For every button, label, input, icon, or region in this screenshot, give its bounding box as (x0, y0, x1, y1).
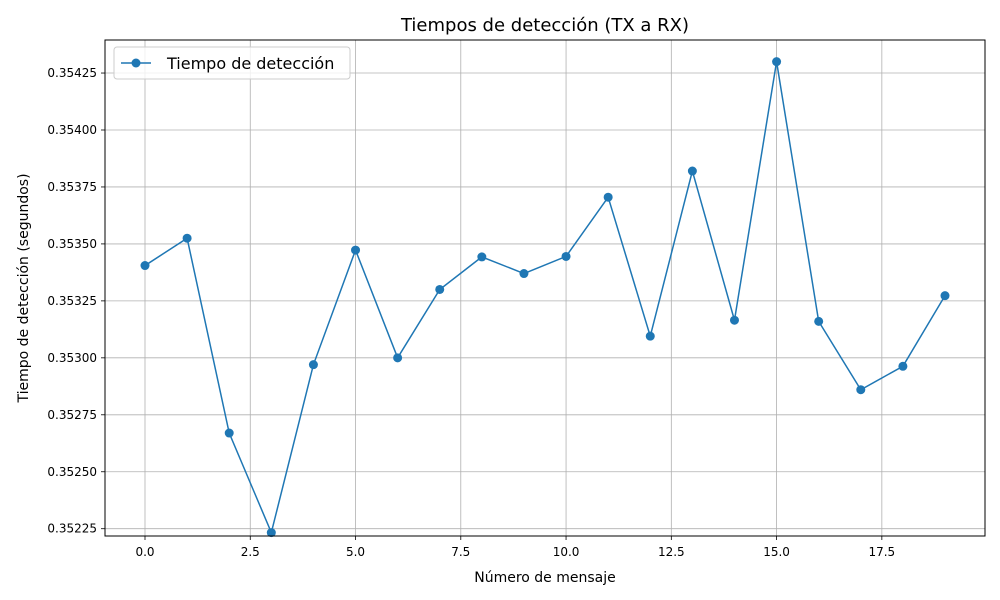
y-axis-title: Tiempo de detección (segundos) (16, 173, 32, 403)
data-point (814, 316, 824, 326)
data-point (687, 166, 697, 176)
data-point (224, 428, 234, 438)
legend-label: Tiempo de detección (166, 54, 334, 73)
x-tick-label: 15.0 (763, 545, 790, 559)
data-point (519, 269, 529, 279)
data-point (940, 291, 950, 301)
data-point (308, 360, 318, 370)
plot-frame (104, 39, 986, 537)
series-layer (140, 57, 950, 538)
data-point (266, 528, 276, 538)
data-point (477, 252, 487, 262)
y-tick-label: 0.35250 (47, 465, 97, 479)
legend-box (113, 46, 351, 80)
legend: Tiempo de detección (113, 46, 351, 80)
data-point (561, 251, 571, 261)
series-line (144, 61, 946, 535)
x-tick-label: 5.0 (346, 545, 365, 559)
y-tick-label: 0.35225 (47, 522, 97, 536)
data-point (856, 385, 866, 395)
data-point (729, 315, 739, 325)
data-point (772, 57, 782, 67)
x-tick-label: 12.5 (658, 545, 685, 559)
x-axis-title: Número de mensaje (474, 570, 616, 586)
y-tick-label: 0.35400 (47, 123, 97, 137)
data-point (603, 192, 613, 202)
x-tick-label: 0.0 (135, 545, 154, 559)
data-point (140, 261, 150, 271)
data-point (351, 245, 361, 255)
y-tick-label: 0.35325 (47, 294, 97, 308)
y-tick-label: 0.35275 (47, 408, 97, 422)
data-point (393, 353, 403, 363)
x-tick-label: 7.5 (451, 545, 470, 559)
x-tick-label: 2.5 (241, 545, 260, 559)
x-tick-label: 10.0 (553, 545, 580, 559)
y-tick-label: 0.35375 (47, 180, 97, 194)
chart-title: Tiempos de detección (TX a RX) (400, 15, 689, 36)
grid-lines (105, 40, 985, 536)
data-point (645, 331, 655, 341)
legend-marker-swatch (131, 58, 141, 68)
y-tick-label: 0.35300 (47, 351, 97, 365)
data-point (435, 284, 445, 294)
axis-ticks: 0.0 2.5 5.0 7.5 10.0 12.5 15.0 17.5 0.35225 0.352… (47, 66, 895, 559)
data-point (898, 361, 908, 371)
x-tick-label: 17.5 (868, 545, 895, 559)
data-point (182, 233, 192, 243)
y-tick-label: 0.35425 (47, 66, 97, 80)
y-tick-label: 0.35350 (47, 237, 97, 251)
